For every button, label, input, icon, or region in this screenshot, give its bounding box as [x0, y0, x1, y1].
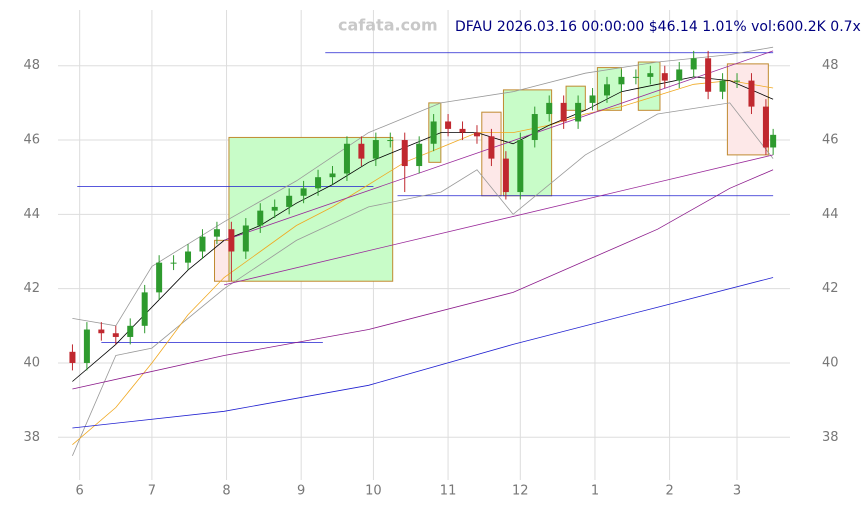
candle-body: [286, 195, 293, 207]
y-tick-label: 44: [822, 207, 839, 222]
y-tick-label: 40: [822, 355, 839, 370]
zone: [726, 63, 769, 156]
candle-body: [575, 102, 582, 122]
candle-body: [647, 73, 654, 77]
candle-body: [401, 140, 408, 167]
x-tick-label: 7: [148, 484, 156, 499]
zone: [214, 239, 230, 282]
candle-body: [661, 73, 668, 81]
indicator-line: [72, 46, 774, 327]
y-tick-label: 38: [23, 430, 40, 445]
candle-body: [560, 102, 567, 122]
candle-body: [185, 251, 192, 263]
y-tick-label: 42: [822, 281, 839, 296]
zone: [228, 136, 394, 282]
candle-body: [488, 136, 495, 159]
candle-body: [748, 80, 755, 107]
candle-body: [127, 325, 134, 337]
candle-body: [618, 76, 625, 85]
candle-body: [343, 143, 350, 174]
x-tick-label: 8: [222, 484, 230, 499]
candle-body: [502, 158, 509, 193]
candle-body: [98, 329, 105, 334]
candle-body: [257, 210, 264, 226]
candle-body: [690, 58, 697, 70]
zone: [596, 67, 622, 111]
candle-body: [604, 84, 610, 96]
candle-body: [170, 262, 177, 264]
candle-body: [459, 128, 466, 133]
indicator-line: [72, 169, 774, 390]
candle-body: [156, 262, 163, 293]
x-tick-label: 11: [440, 484, 457, 499]
candle-body: [271, 206, 278, 211]
indicator-line: [72, 102, 774, 456]
x-tick-label: 12: [512, 484, 529, 499]
indicator-line: [223, 50, 774, 241]
y-tick-label: 46: [822, 133, 839, 148]
y-tick-label: 46: [23, 133, 40, 148]
candle-body: [112, 333, 119, 337]
candle-body: [315, 177, 322, 189]
candle-body: [762, 106, 769, 148]
indicator-line: [72, 277, 774, 429]
indicator-line: [224, 154, 774, 286]
candle-body: [416, 143, 423, 167]
chart-title: DFAU 2026.03.16 00:00:00 $46.14 1.01% vo…: [455, 19, 861, 35]
candle-body: [676, 69, 683, 81]
candle-body: [719, 80, 726, 92]
candle-body: [546, 102, 553, 115]
indicator-line: [72, 80, 774, 446]
x-tick-label: 9: [297, 484, 305, 499]
candle-body: [228, 229, 235, 252]
candle-body: [734, 80, 741, 82]
y-tick-label: 48: [23, 58, 40, 73]
candle-body: [705, 58, 712, 92]
candle-body: [387, 140, 394, 142]
candle-body: [329, 173, 336, 178]
candle-body: [517, 140, 524, 193]
y-tick-label: 44: [23, 207, 40, 222]
candle-body: [69, 351, 76, 363]
candle-body: [199, 236, 206, 252]
candle-body: [300, 188, 307, 196]
y-tick-label: 48: [822, 58, 839, 73]
x-tick-label: 6: [76, 484, 84, 499]
candle-body: [242, 225, 249, 252]
candle-body: [83, 329, 90, 363]
indicator-line: [72, 76, 774, 382]
candle-body: [531, 114, 538, 141]
candle-body: [372, 140, 379, 159]
x-tick-label: 3: [733, 484, 741, 499]
x-tick-label: 2: [665, 484, 673, 499]
x-tick-label: 1: [591, 484, 599, 499]
y-tick-label: 40: [23, 355, 40, 370]
candle-body: [358, 143, 365, 159]
candle-body: [213, 229, 220, 237]
candle-body: [589, 95, 596, 103]
candle-body: [445, 121, 452, 129]
candle-body: [430, 121, 437, 144]
candle-body: [141, 292, 148, 326]
candle-body: [473, 132, 480, 137]
zone: [502, 89, 553, 197]
x-tick-label: 10: [365, 484, 382, 499]
y-tick-label: 38: [822, 430, 839, 445]
watermark: cafata.com: [338, 16, 438, 35]
candle-body: [770, 134, 777, 148]
candle-body: [632, 76, 639, 78]
y-tick-label: 42: [23, 281, 40, 296]
